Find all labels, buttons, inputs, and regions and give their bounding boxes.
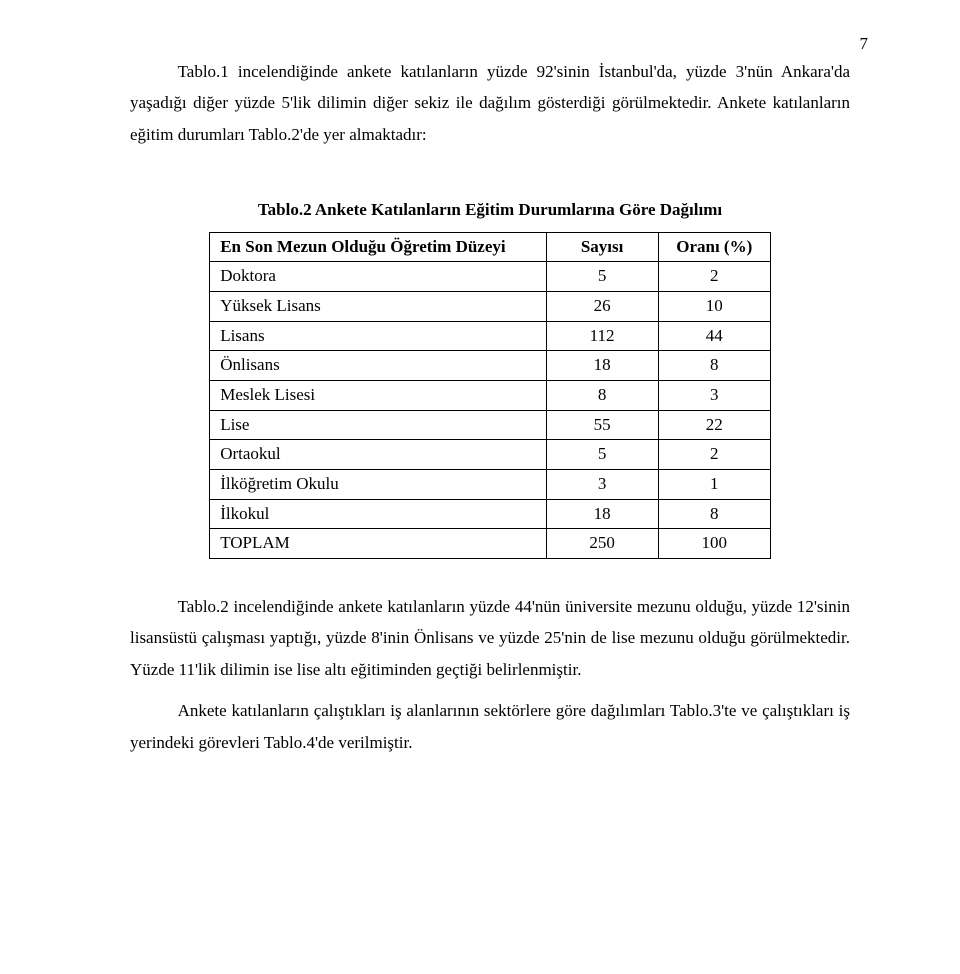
table-row: İlköğretim Okulu 3 1: [210, 469, 771, 499]
cell-count: 112: [546, 321, 658, 351]
cell-label: Lisans: [210, 321, 546, 351]
cell-count: 26: [546, 292, 658, 322]
table-row: TOPLAM 250 100: [210, 529, 771, 559]
education-table: En Son Mezun Olduğu Öğretim Düzeyi Sayıs…: [209, 232, 771, 559]
cell-label: İlköğretim Okulu: [210, 469, 546, 499]
cell-count: 5: [546, 262, 658, 292]
cell-count: 5: [546, 440, 658, 470]
cell-label: TOPLAM: [210, 529, 546, 559]
cell-pct: 8: [658, 351, 770, 381]
table-row: Önlisans 18 8: [210, 351, 771, 381]
table-row: Doktora 5 2: [210, 262, 771, 292]
cell-pct: 3: [658, 380, 770, 410]
cell-label: Yüksek Lisans: [210, 292, 546, 322]
cell-pct: 10: [658, 292, 770, 322]
cell-count: 8: [546, 380, 658, 410]
cell-label: Meslek Lisesi: [210, 380, 546, 410]
cell-label: İlkokul: [210, 499, 546, 529]
table-row: Ortaokul 5 2: [210, 440, 771, 470]
cell-label: Önlisans: [210, 351, 546, 381]
cell-pct: 8: [658, 499, 770, 529]
table-header-row: En Son Mezun Olduğu Öğretim Düzeyi Sayıs…: [210, 232, 771, 262]
cell-count: 55: [546, 410, 658, 440]
paragraph-2: Tablo.2 incelendiğinde ankete katılanlar…: [130, 591, 850, 685]
page-number: 7: [860, 28, 869, 59]
table-row: Lise 55 22: [210, 410, 771, 440]
cell-pct: 2: [658, 440, 770, 470]
paragraph-1: Tablo.1 incelendiğinde ankete katılanlar…: [130, 56, 850, 150]
cell-pct: 44: [658, 321, 770, 351]
col-header-label: En Son Mezun Olduğu Öğretim Düzeyi: [210, 232, 546, 262]
cell-pct: 100: [658, 529, 770, 559]
paragraph-3: Ankete katılanların çalıştıkları iş alan…: [130, 695, 850, 758]
page: 7 Tablo.1 incelendiğinde ankete katılanl…: [0, 0, 960, 974]
cell-label: Lise: [210, 410, 546, 440]
cell-count: 250: [546, 529, 658, 559]
table-row: İlkokul 18 8: [210, 499, 771, 529]
cell-pct: 1: [658, 469, 770, 499]
table-row: Yüksek Lisans 26 10: [210, 292, 771, 322]
col-header-pct: Oranı (%): [658, 232, 770, 262]
col-header-count: Sayısı: [546, 232, 658, 262]
cell-label: Doktora: [210, 262, 546, 292]
cell-pct: 22: [658, 410, 770, 440]
cell-count: 3: [546, 469, 658, 499]
cell-count: 18: [546, 351, 658, 381]
table-row: Lisans 112 44: [210, 321, 771, 351]
cell-pct: 2: [658, 262, 770, 292]
table-caption: Tablo.2 Ankete Katılanların Eğitim Durum…: [130, 194, 850, 225]
cell-count: 18: [546, 499, 658, 529]
table-row: Meslek Lisesi 8 3: [210, 380, 771, 410]
cell-label: Ortaokul: [210, 440, 546, 470]
